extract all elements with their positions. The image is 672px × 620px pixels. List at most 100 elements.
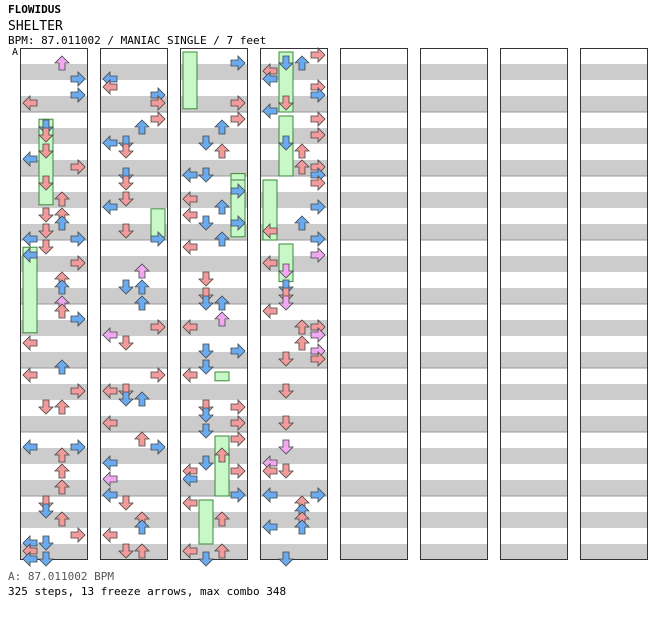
beat-stripe [421, 480, 487, 496]
bpm-footer: A: 87.011002 BPM [8, 570, 114, 583]
beat-stripe [101, 96, 167, 112]
step-arrow-right [230, 487, 246, 503]
step-chart [20, 47, 648, 567]
step-arrow-up [214, 511, 230, 527]
beat-stripe [101, 256, 167, 272]
step-arrow-up [214, 199, 230, 215]
step-arrow-down [278, 383, 294, 399]
beat-stripe [261, 288, 327, 304]
column-border [580, 48, 648, 560]
step-arrow-right [230, 55, 246, 71]
step-arrow-right [230, 415, 246, 431]
step-arrow-up [134, 119, 150, 135]
beat-stripe [581, 96, 647, 112]
beat-stripe [21, 192, 87, 208]
step-arrow-right [70, 87, 86, 103]
step-arrow-down [198, 423, 214, 439]
beat-stripe [181, 448, 247, 464]
step-arrow-down [198, 359, 214, 375]
step-arrow-right [230, 95, 246, 111]
step-arrow-up [294, 55, 310, 71]
step-arrow-right [310, 47, 326, 63]
beat-stripe [421, 96, 487, 112]
beat-stripe [261, 352, 327, 368]
step-arrow-up [214, 231, 230, 247]
beat-stripe [261, 544, 327, 560]
beat-stripe [341, 256, 407, 272]
step-arrow-down [118, 279, 134, 295]
step-arrow-left [262, 223, 278, 239]
step-arrow-right [310, 487, 326, 503]
step-arrow-up [214, 447, 230, 463]
beat-stripe [261, 160, 327, 176]
step-arrow-down [198, 287, 214, 303]
step-arrow-left [182, 367, 198, 383]
beat-stripe [341, 288, 407, 304]
beat-stripe [581, 224, 647, 240]
beat-stripe [101, 512, 167, 528]
beat-stripe [181, 512, 247, 528]
step-arrow-down [38, 503, 54, 519]
freeze-arrow [214, 435, 230, 497]
beat-stripe [261, 128, 327, 144]
step-arrow-up [214, 543, 230, 559]
beat-stripe [581, 352, 647, 368]
step-arrow-left [22, 95, 38, 111]
column-border [260, 48, 328, 560]
step-arrow-left [182, 543, 198, 559]
beat-stripe [101, 192, 167, 208]
beat-stripe [21, 96, 87, 112]
beat-stripe [341, 512, 407, 528]
step-arrow-left [22, 151, 38, 167]
step-arrow-up [134, 295, 150, 311]
beat-stripe [181, 128, 247, 144]
step-arrow-left [262, 519, 278, 535]
step-arrow-left [22, 335, 38, 351]
step-arrow-down [118, 391, 134, 407]
beat-stripe [181, 544, 247, 560]
beat-stripe [101, 64, 167, 80]
beat-stripe [421, 512, 487, 528]
beat-stripe [181, 256, 247, 272]
step-arrow-down [278, 135, 294, 151]
step-arrow-up [134, 391, 150, 407]
beat-stripe [341, 320, 407, 336]
step-arrow-right [150, 319, 166, 335]
step-arrow-down [278, 295, 294, 311]
step-arrow-down [198, 399, 214, 415]
step-arrow-right [70, 383, 86, 399]
step-arrow-down [118, 143, 134, 159]
step-arrow-down [38, 175, 54, 191]
beat-stripe [421, 224, 487, 240]
beat-stripe [501, 96, 567, 112]
step-arrow-up [54, 55, 70, 71]
step-arrow-left [182, 495, 198, 511]
step-arrow-up [134, 519, 150, 535]
step-arrow-left [102, 327, 118, 343]
step-arrow-up [134, 543, 150, 559]
step-arrow-up [54, 447, 70, 463]
beat-stripe [501, 128, 567, 144]
beat-stripe [261, 256, 327, 272]
beat-stripe [581, 480, 647, 496]
beat-stripe [341, 416, 407, 432]
step-arrow-right [70, 439, 86, 455]
step-arrow-left [22, 551, 38, 567]
beat-stripe [501, 384, 567, 400]
step-arrow-right [150, 439, 166, 455]
step-arrow-up [134, 431, 150, 447]
beat-stripe [421, 416, 487, 432]
beat-stripe [181, 320, 247, 336]
step-arrow-down [198, 295, 214, 311]
step-arrow-left [102, 383, 118, 399]
beat-stripe [21, 512, 87, 528]
step-arrow-left [262, 487, 278, 503]
beat-stripe [581, 64, 647, 80]
step-arrow-right [70, 527, 86, 543]
beat-stripe [101, 448, 167, 464]
step-arrow-right [310, 231, 326, 247]
step-arrow-up [294, 319, 310, 335]
beat-stripe [421, 256, 487, 272]
beat-stripe [581, 512, 647, 528]
beat-stripe [501, 160, 567, 176]
